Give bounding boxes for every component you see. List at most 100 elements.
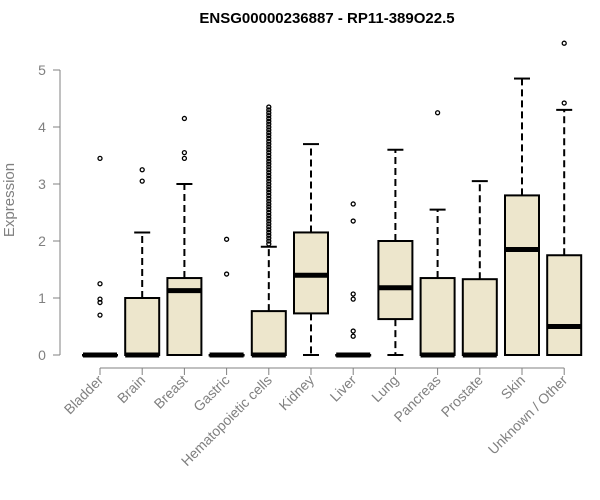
outlier-point	[266, 149, 272, 156]
box-group	[504, 77, 540, 356]
outlier-point	[266, 118, 272, 124]
box-group	[208, 236, 245, 358]
x-tick-label: Lung	[368, 372, 401, 405]
x-tick-label: Prostate	[438, 372, 486, 420]
outlier-point	[181, 149, 188, 156]
outlier-point	[266, 112, 272, 119]
outlier-point	[266, 235, 272, 241]
outlier-point	[266, 158, 272, 164]
outlier-point	[223, 271, 230, 277]
x-tick-label: Brain	[114, 372, 148, 406]
y-axis: 0 1 2 3 4 5	[38, 62, 61, 363]
outlier-point	[266, 189, 272, 196]
outlier-point	[266, 130, 272, 136]
box-group	[124, 167, 161, 358]
x-tick-label: Kidney	[276, 372, 318, 414]
box-iqr	[461, 278, 498, 356]
outlier-point	[139, 167, 145, 173]
outlier-point	[97, 155, 103, 162]
box-group	[166, 115, 203, 356]
outlier-point	[266, 229, 272, 236]
outlier-point	[266, 226, 272, 233]
outlier-point	[350, 201, 356, 207]
outlier-point	[266, 141, 272, 147]
y-tick-label: 0	[38, 347, 46, 363]
y-tick-label: 4	[38, 119, 46, 135]
outlier-point	[266, 232, 272, 238]
outlier-point	[266, 184, 272, 190]
outlier-point	[266, 206, 272, 213]
outlier-point	[266, 221, 272, 227]
outlier-point	[97, 281, 103, 287]
box-iqr	[419, 277, 456, 356]
outlier-point	[266, 218, 272, 224]
outlier-point	[266, 110, 272, 116]
outlier-point	[266, 212, 272, 219]
outlier-point	[561, 40, 567, 46]
box-group	[250, 104, 287, 358]
y-tick-label: 2	[38, 233, 46, 249]
outlier-point	[266, 127, 272, 133]
outlier-point	[266, 155, 272, 162]
outlier-point	[266, 164, 272, 170]
outlier-point	[266, 181, 272, 187]
outlier-point	[266, 104, 272, 110]
outlier-point	[434, 110, 441, 116]
outlier-point	[266, 201, 272, 207]
outlier-point	[266, 198, 272, 204]
x-tick-label: Liver	[327, 372, 360, 405]
outlier-point	[266, 147, 272, 153]
outlier-point	[266, 169, 272, 176]
outlier-point	[266, 124, 272, 130]
box-iqr	[250, 310, 287, 356]
outlier-point	[139, 178, 145, 184]
box-group	[419, 110, 456, 358]
x-tick-label: Pancreas	[391, 372, 444, 425]
outlier-point	[266, 195, 272, 201]
outlier-point	[266, 204, 272, 210]
outlier-point	[350, 218, 356, 224]
box-group	[461, 180, 498, 358]
outlier-point	[266, 238, 272, 244]
box-group	[546, 40, 583, 356]
outlier-point	[561, 100, 567, 106]
outlier-point	[266, 121, 272, 127]
outlier-point	[223, 236, 230, 242]
box-group	[82, 155, 118, 358]
outlier-point	[266, 241, 272, 247]
outlier-point	[350, 296, 356, 302]
outlier-point	[350, 333, 356, 339]
y-tick-label: 5	[38, 62, 46, 78]
outlier-point	[181, 115, 188, 122]
box-iqr	[377, 240, 414, 321]
outlier-point	[181, 155, 188, 162]
outlier-point	[266, 187, 272, 193]
outlier-point	[266, 175, 272, 181]
chart-title: ENSG00000236887 - RP11-389O22.5	[199, 10, 454, 27]
x-tick-label: Breast	[151, 372, 191, 412]
outlier-point	[266, 161, 272, 167]
outlier-point	[266, 178, 272, 184]
box-iqr	[124, 297, 161, 356]
outlier-point	[266, 135, 272, 142]
y-tick-label: 3	[38, 176, 46, 192]
x-tick-label: Unknown / Other	[485, 372, 571, 458]
outlier-point	[266, 152, 272, 159]
outlier-point	[266, 132, 272, 139]
outlier-point	[97, 312, 103, 318]
outlier-point	[350, 291, 356, 297]
outlier-point	[266, 167, 272, 173]
outlier-point	[266, 224, 272, 230]
outlier-point	[266, 138, 272, 144]
outlier-point	[97, 296, 103, 302]
outlier-point	[266, 144, 272, 150]
x-tick-label: Skin	[498, 372, 529, 403]
outlier-point	[266, 115, 272, 122]
outlier-point	[266, 215, 272, 221]
y-axis-label: Expression	[1, 163, 18, 237]
outlier-point	[266, 209, 272, 216]
box-group	[377, 148, 414, 356]
boxes-layer	[82, 40, 583, 358]
y-tick-label: 1	[38, 290, 46, 306]
